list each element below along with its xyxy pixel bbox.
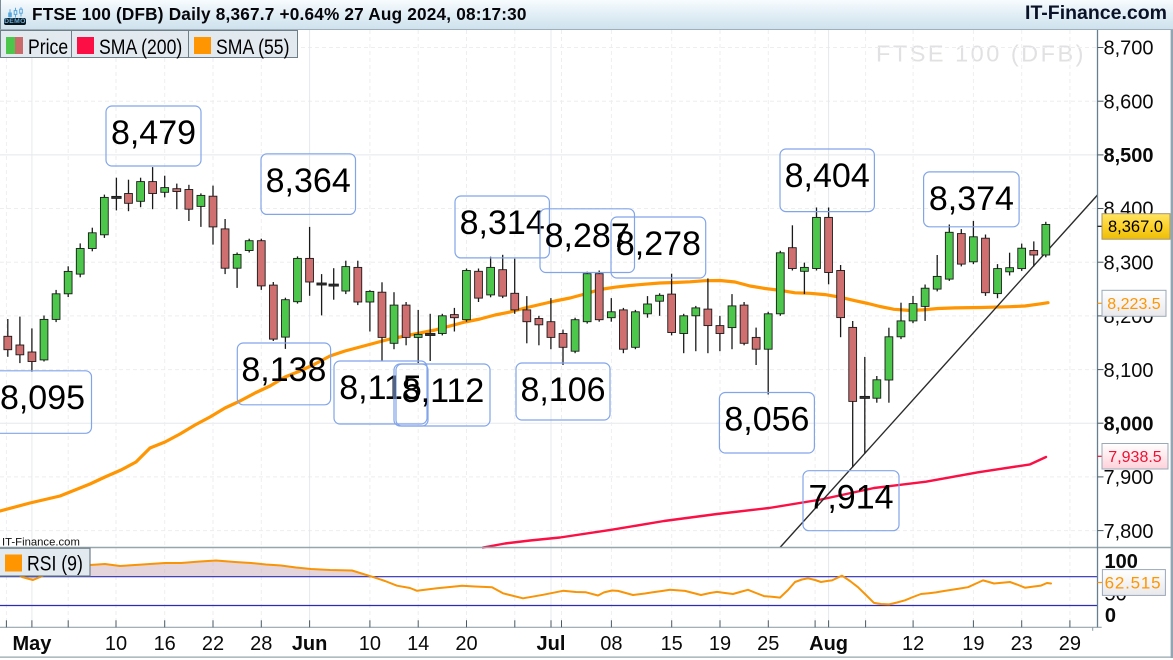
svg-text:23: 23: [1011, 633, 1033, 655]
svg-text:May: May: [12, 633, 52, 655]
svg-text:Jul: Jul: [537, 633, 566, 655]
svg-text:0: 0: [1105, 605, 1116, 627]
svg-text:12: 12: [902, 633, 924, 655]
svg-text:10: 10: [359, 633, 381, 655]
svg-text:14: 14: [407, 633, 429, 655]
svg-text:8,364: 8,364: [266, 162, 351, 200]
svg-text:20: 20: [455, 633, 477, 655]
svg-text:8,700: 8,700: [1104, 38, 1154, 60]
svg-text:62.515: 62.515: [1105, 574, 1162, 593]
svg-text:8,100: 8,100: [1104, 360, 1154, 382]
svg-text:8,278: 8,278: [616, 225, 701, 263]
svg-text:19: 19: [962, 633, 984, 655]
svg-text:7,900: 7,900: [1104, 467, 1154, 489]
svg-text:8,106: 8,106: [520, 371, 605, 409]
svg-text:8,223.5: 8,223.5: [1107, 296, 1160, 313]
svg-text:22: 22: [202, 633, 224, 655]
svg-text:100: 100: [1105, 551, 1138, 573]
svg-text:IT-Finance.com: IT-Finance.com: [2, 537, 80, 549]
svg-text:Aug: Aug: [809, 633, 848, 655]
svg-text:RSI (9): RSI (9): [27, 552, 83, 576]
svg-text:8,287: 8,287: [545, 217, 630, 255]
svg-text:7,938.5: 7,938.5: [1108, 449, 1161, 466]
svg-text:8,314: 8,314: [460, 204, 545, 242]
svg-text:8,112: 8,112: [402, 372, 485, 410]
svg-text:8,600: 8,600: [1104, 91, 1154, 113]
svg-text:10: 10: [105, 633, 127, 655]
svg-text:25: 25: [757, 633, 779, 655]
svg-text:28: 28: [250, 633, 272, 655]
svg-text:8,000: 8,000: [1104, 413, 1154, 435]
svg-text:8,138: 8,138: [241, 351, 326, 389]
svg-text:8,095: 8,095: [0, 379, 85, 417]
svg-text:8,367.0: 8,367.0: [1108, 218, 1163, 236]
svg-text:8,500: 8,500: [1104, 145, 1154, 167]
svg-text:29: 29: [1059, 633, 1081, 655]
svg-text:7,914: 7,914: [808, 479, 893, 517]
svg-text:8,300: 8,300: [1104, 252, 1154, 274]
svg-text:FTSE 100 (DFB): FTSE 100 (DFB): [876, 41, 1086, 67]
svg-text:8,404: 8,404: [785, 157, 870, 195]
svg-text:08: 08: [600, 633, 622, 655]
svg-text:8,479: 8,479: [111, 114, 196, 152]
svg-text:8,374: 8,374: [929, 180, 1014, 218]
svg-text:15: 15: [661, 633, 683, 655]
svg-text:7,800: 7,800: [1104, 521, 1154, 543]
svg-text:16: 16: [154, 633, 176, 655]
svg-text:8,115: 8,115: [339, 369, 422, 407]
svg-text:19: 19: [709, 633, 731, 655]
svg-text:Jun: Jun: [292, 633, 328, 655]
svg-text:8,056: 8,056: [724, 401, 809, 439]
